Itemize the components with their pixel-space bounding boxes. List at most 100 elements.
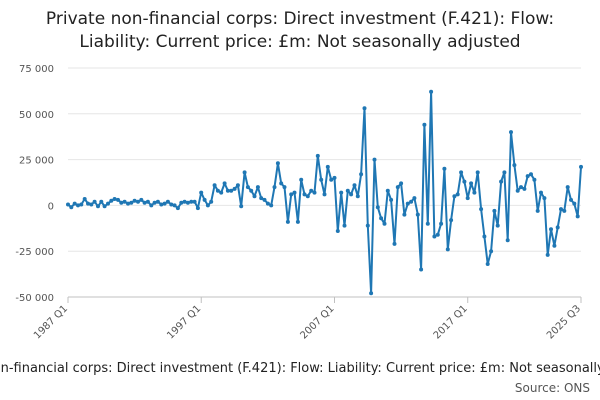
data-point: [395, 185, 400, 190]
data-point: [409, 199, 414, 204]
data-point: [122, 199, 127, 204]
chart-title-line-1: Private non-financial corps: Direct inve…: [46, 9, 554, 29]
data-point: [232, 186, 237, 191]
data-point: [76, 203, 80, 208]
data-point: [555, 225, 560, 230]
data-point: [209, 199, 214, 204]
data-point: [312, 190, 317, 195]
data-point: [219, 190, 224, 195]
series-label: Private non-financial corps: Direct inve…: [0, 361, 600, 376]
data-point: [259, 196, 264, 201]
data-point: [339, 190, 344, 195]
data-point: [422, 122, 427, 127]
data-point: [302, 192, 307, 197]
data-point: [72, 201, 77, 206]
data-point: [322, 192, 327, 197]
data-point: [575, 214, 580, 219]
data-point: [82, 197, 87, 201]
data-point: [519, 185, 523, 190]
data-point: [505, 238, 510, 243]
data-point: [189, 199, 194, 204]
data-point: [129, 200, 134, 205]
chart-title-line-2: Liability: Current price: £m: Not season…: [79, 32, 520, 52]
data-point: [89, 202, 94, 207]
data-point: [439, 221, 444, 226]
x-tick-label: 2017 Q1: [432, 303, 470, 341]
data-point: [565, 185, 570, 190]
data-point: [285, 219, 290, 224]
data-point: [365, 223, 370, 228]
data-point: [332, 175, 337, 180]
data-point: [492, 208, 497, 213]
data-point: [272, 185, 277, 190]
data-point: [545, 252, 550, 257]
data-point: [509, 130, 513, 135]
data-point: [379, 216, 384, 221]
data-point: [402, 212, 407, 217]
data-point: [152, 200, 157, 205]
data-point: [225, 188, 230, 193]
data-point: [165, 199, 170, 204]
data-point: [459, 170, 464, 175]
data-point: [192, 199, 197, 204]
data-point: [86, 201, 90, 206]
data-point: [309, 188, 314, 193]
data-point: [475, 170, 480, 175]
data-point: [295, 219, 300, 224]
data-point: [269, 203, 274, 208]
data-point: [212, 183, 217, 188]
data-point: [412, 196, 417, 201]
data-point: [159, 202, 164, 207]
data-point: [552, 243, 557, 248]
data-point: [282, 185, 287, 190]
data-point: [455, 192, 460, 197]
data-point: [275, 161, 280, 166]
data-point: [102, 204, 107, 209]
series-points: [66, 89, 583, 296]
data-point: [235, 183, 240, 188]
data-point: [305, 194, 310, 199]
data-point: [462, 179, 467, 184]
data-point: [342, 223, 347, 228]
y-tick-label: 25 000: [19, 156, 54, 167]
data-point: [512, 163, 517, 168]
data-point: [352, 183, 357, 188]
data-point: [255, 185, 260, 190]
data-point: [325, 164, 330, 169]
data-point: [329, 177, 334, 182]
data-point: [145, 199, 150, 204]
y-tick-label: 75 000: [19, 64, 54, 75]
data-point: [195, 206, 200, 211]
data-point: [549, 227, 553, 232]
data-point: [179, 200, 184, 205]
data-point: [315, 153, 320, 158]
data-point: [515, 188, 520, 193]
data-point: [79, 202, 84, 207]
data-point: [175, 206, 180, 211]
source-label: Source: ONS: [515, 381, 590, 395]
data-point: [442, 166, 447, 171]
data-point: [119, 200, 124, 205]
data-point: [99, 199, 104, 204]
data-point: [429, 89, 434, 94]
data-point: [139, 197, 144, 202]
data-point: [489, 249, 494, 254]
data-point: [169, 202, 174, 207]
data-point: [162, 201, 167, 206]
data-point: [472, 190, 477, 195]
data-point: [335, 229, 340, 233]
data-point: [445, 247, 450, 252]
data-point: [535, 208, 540, 213]
data-point: [92, 199, 97, 204]
data-point: [479, 207, 484, 212]
data-point: [502, 170, 507, 175]
data-point: [385, 188, 390, 193]
data-point: [106, 201, 110, 206]
data-point: [265, 201, 270, 206]
data-point: [185, 200, 190, 205]
data-point: [482, 234, 487, 239]
data-point: [419, 267, 424, 272]
data-point: [542, 196, 547, 201]
data-point: [69, 205, 74, 210]
